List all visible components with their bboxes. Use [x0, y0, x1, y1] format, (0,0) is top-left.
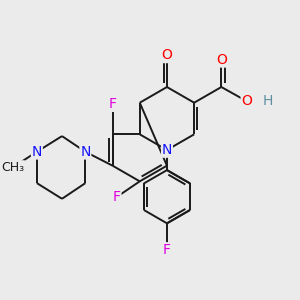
Text: O: O — [216, 53, 227, 67]
Text: CH₃: CH₃ — [1, 161, 24, 174]
Text: N: N — [80, 145, 91, 159]
Text: F: F — [109, 97, 117, 111]
Text: N: N — [162, 143, 172, 157]
Text: O: O — [161, 48, 172, 62]
Text: N: N — [32, 145, 42, 159]
Text: H: H — [263, 94, 273, 108]
Text: O: O — [241, 94, 252, 108]
Text: F: F — [163, 243, 171, 257]
Text: F: F — [113, 190, 121, 204]
